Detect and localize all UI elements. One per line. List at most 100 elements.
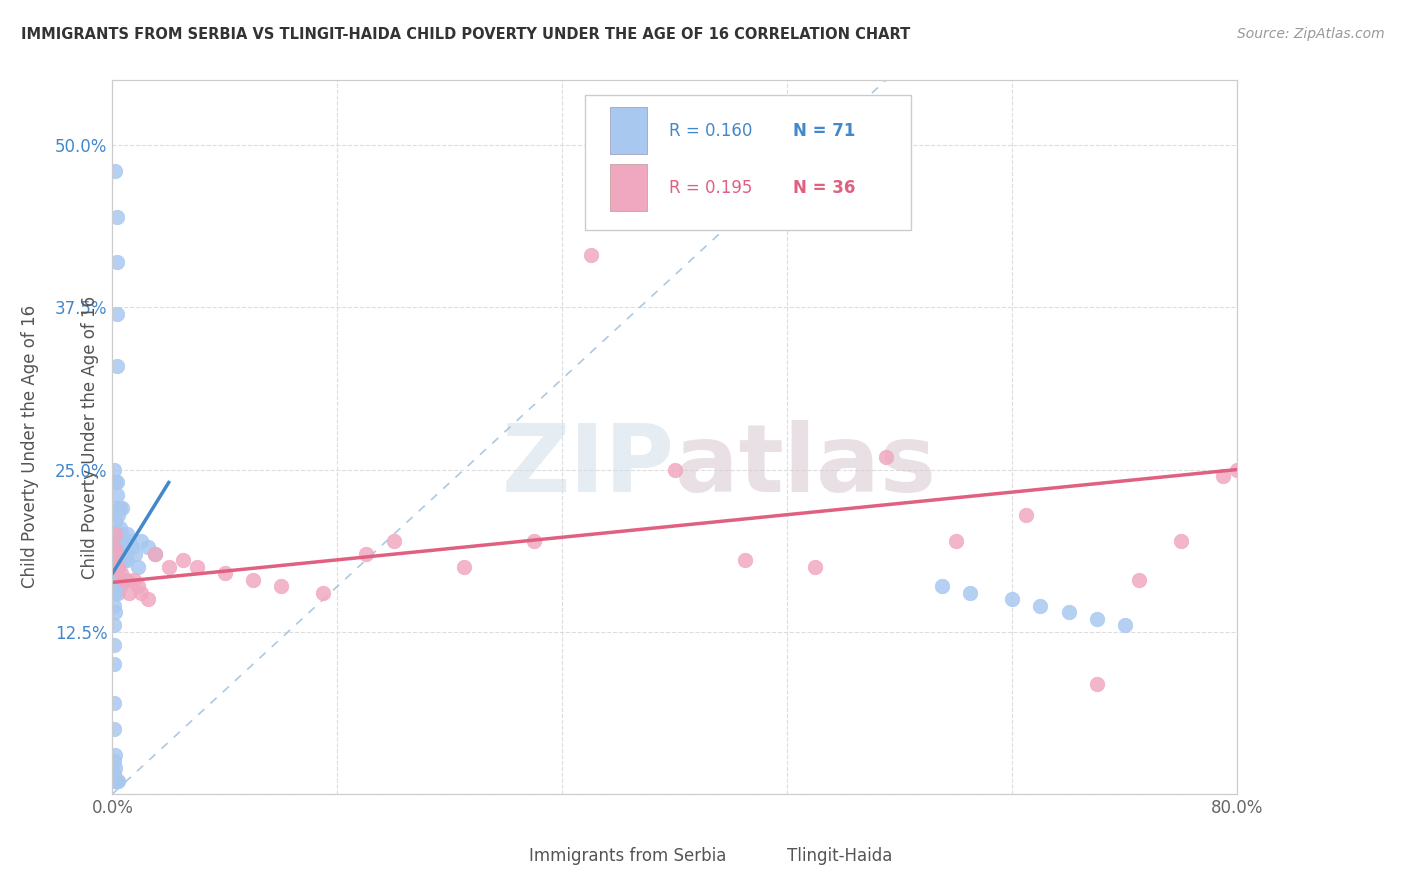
Point	[931, 579, 953, 593]
Point	[734, 553, 756, 567]
Point	[107, 541, 129, 555]
Point	[127, 579, 149, 593]
Text: atlas: atlas	[675, 419, 936, 512]
Point	[107, 586, 129, 600]
Point	[1128, 573, 1150, 587]
Text: Child Poverty Under the Age of 16: Child Poverty Under the Age of 16	[21, 304, 39, 588]
Text: Immigrants from Serbia: Immigrants from Serbia	[529, 847, 725, 865]
Point	[143, 547, 166, 561]
Point	[107, 508, 129, 522]
Point	[664, 462, 686, 476]
Point	[354, 547, 377, 561]
Point	[105, 533, 128, 548]
Point	[103, 541, 125, 555]
Point	[112, 553, 135, 567]
Point	[104, 586, 127, 600]
Point	[127, 559, 149, 574]
Point	[214, 566, 236, 581]
Point	[103, 462, 125, 476]
Point	[105, 773, 128, 788]
Point	[1212, 469, 1234, 483]
Point	[1170, 533, 1192, 548]
Point	[186, 559, 208, 574]
Point	[103, 579, 125, 593]
Point	[107, 527, 129, 541]
Point	[1085, 612, 1108, 626]
Point	[103, 566, 125, 581]
Point	[1029, 599, 1052, 613]
FancyBboxPatch shape	[610, 107, 647, 153]
Point	[945, 533, 967, 548]
Point	[104, 164, 127, 178]
Point	[108, 533, 131, 548]
Point	[104, 566, 127, 581]
Point	[270, 579, 292, 593]
Point	[103, 533, 125, 548]
Point	[110, 566, 132, 581]
Point	[112, 573, 135, 587]
Point	[104, 515, 127, 529]
Point	[129, 533, 152, 548]
Point	[110, 573, 132, 587]
Point	[103, 696, 125, 710]
Text: R = 0.195: R = 0.195	[669, 178, 752, 196]
Point	[103, 638, 125, 652]
Point	[157, 559, 180, 574]
Point	[110, 527, 132, 541]
FancyBboxPatch shape	[610, 164, 647, 211]
Point	[104, 547, 127, 561]
Point	[1085, 676, 1108, 690]
Point	[105, 307, 128, 321]
Point	[103, 547, 125, 561]
Point	[105, 488, 128, 502]
Point	[312, 586, 335, 600]
Point	[1114, 618, 1136, 632]
Point	[453, 559, 475, 574]
Point	[115, 573, 138, 587]
Point	[105, 255, 128, 269]
FancyBboxPatch shape	[478, 819, 515, 851]
Point	[136, 541, 159, 555]
FancyBboxPatch shape	[748, 819, 785, 851]
Point	[105, 210, 128, 224]
Point	[107, 559, 129, 574]
Point	[579, 248, 602, 262]
Point	[105, 553, 128, 567]
Point	[103, 599, 125, 613]
Point	[107, 559, 129, 574]
Point	[1057, 605, 1080, 619]
Point	[804, 559, 827, 574]
Point	[104, 761, 127, 775]
Point	[108, 553, 131, 567]
Point	[107, 773, 129, 788]
Point	[105, 501, 128, 516]
Point	[115, 553, 138, 567]
Point	[121, 541, 143, 555]
Point	[111, 501, 134, 516]
Text: Source: ZipAtlas.com: Source: ZipAtlas.com	[1237, 27, 1385, 41]
Point	[124, 547, 146, 561]
Point	[129, 586, 152, 600]
Point	[103, 618, 125, 632]
Point	[242, 573, 264, 587]
Point	[105, 475, 128, 490]
Point	[115, 527, 138, 541]
FancyBboxPatch shape	[585, 95, 911, 230]
Point	[103, 657, 125, 672]
Point	[103, 722, 125, 736]
Point	[105, 547, 128, 561]
Point	[523, 533, 546, 548]
Point	[108, 579, 131, 593]
Point	[1226, 462, 1249, 476]
Point	[108, 521, 131, 535]
Point	[136, 592, 159, 607]
Point	[104, 747, 127, 762]
Point	[959, 586, 981, 600]
Point	[112, 533, 135, 548]
Text: ZIP: ZIP	[502, 419, 675, 512]
Point	[118, 533, 141, 548]
Y-axis label: Child Poverty Under the Age of 16: Child Poverty Under the Age of 16	[80, 295, 98, 579]
Point	[111, 533, 134, 548]
Point	[172, 553, 194, 567]
Point	[110, 547, 132, 561]
